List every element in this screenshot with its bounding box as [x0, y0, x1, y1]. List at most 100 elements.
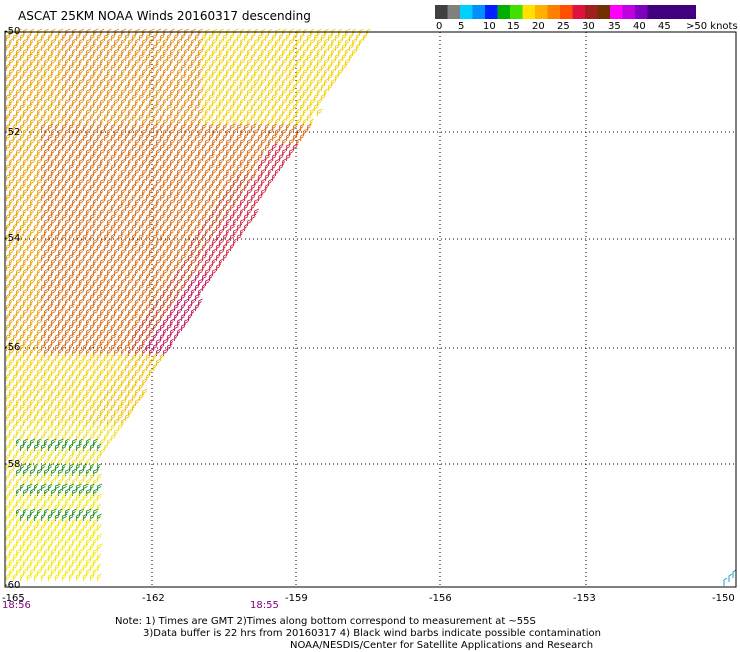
wind-barb-icon: [34, 33, 39, 41]
wind-barb-icon: [27, 243, 32, 251]
wind-barb-icon: [48, 473, 53, 481]
wind-barb-icon: [13, 103, 18, 111]
wind-barb-icon: [184, 128, 189, 136]
wind-barb-icon: [142, 368, 147, 376]
wind-barb-icon: [216, 193, 222, 201]
wind-barb-icon: [272, 63, 276, 71]
wind-barb-icon: [237, 223, 243, 231]
wind-barb-icon: [202, 63, 207, 71]
legend-swatch-0: [435, 5, 460, 19]
wind-barb-icon: [48, 303, 54, 311]
wind-barb-icon: [79, 298, 84, 306]
wind-barb-icon: [20, 163, 26, 171]
wind-barb-icon: [181, 113, 187, 121]
wind-barb-icon: [44, 368, 49, 376]
wind-barb-icon: [135, 218, 140, 226]
wind-barb-icon: [188, 163, 194, 171]
wind-barb-icon: [86, 258, 91, 266]
wind-barb-icon: [55, 103, 61, 111]
wind-barb-icon: [90, 573, 95, 581]
wind-barb-icon: [27, 503, 32, 511]
wind-barb-icon: [310, 78, 315, 86]
wind-barb-icon: [223, 163, 228, 171]
wind-barb-icon: [163, 308, 168, 316]
wind-barb-icon: [44, 518, 49, 526]
wind-barb-icon: [331, 48, 336, 56]
wind-barb-icon: [83, 323, 89, 331]
wind-barb-icon: [90, 363, 96, 371]
wind-barb-icon: [181, 33, 186, 41]
wind-barb-icon: [104, 403, 110, 411]
wind-barb-icon: [163, 88, 168, 96]
wind-barb-icon: [30, 488, 35, 496]
wind-barb-icon: [181, 263, 185, 271]
wind-barb-icon: [13, 183, 18, 191]
wind-barb-icon: [62, 483, 68, 491]
wind-barb-icon: [20, 53, 25, 61]
wind-barb-icon: [30, 558, 35, 566]
wind-barb-icon: [251, 123, 257, 131]
wind-barb-icon: [16, 488, 20, 496]
wind-barb-icon: [240, 148, 245, 156]
wind-barb-icon: [55, 573, 60, 581]
wind-barb-icon: [20, 233, 24, 241]
wind-barb-icon: [335, 33, 341, 41]
wind-barb-icon: [261, 178, 266, 186]
wind-barb-icon: [240, 88, 245, 96]
wind-barb-icon: [132, 53, 138, 61]
wind-barb-icon: [34, 153, 40, 161]
wind-barb-icon: [272, 43, 278, 51]
wind-barb-icon: [167, 83, 173, 91]
wind-barb-icon: [20, 193, 26, 201]
wind-barb-icon: [27, 513, 33, 521]
wind-barb-icon: [69, 313, 75, 321]
wind-barb-icon: [97, 103, 103, 111]
wind-barb-icon: [48, 573, 53, 581]
wind-barb-icon: [216, 103, 222, 111]
wind-barb-icon: [146, 333, 151, 341]
wind-barb-icon: [90, 493, 96, 501]
wind-barb-icon: [13, 463, 19, 471]
wind-barb-icon: [23, 498, 28, 506]
wind-barb-icon: [93, 438, 98, 446]
wind-barb-icon: [146, 113, 151, 121]
wind-barb-icon: [195, 83, 200, 91]
wind-barb-icon: [97, 213, 102, 221]
wind-barb-icon: [48, 383, 53, 391]
wind-barb-icon: [6, 193, 12, 201]
wind-barb-icon: [27, 173, 31, 181]
wind-barb-icon: [13, 193, 19, 201]
wind-barb-icon: [233, 88, 238, 96]
wind-barb-icon: [132, 63, 137, 71]
wind-barb-icon: [55, 413, 61, 421]
wind-barb-icon: [118, 123, 124, 131]
wind-barb-icon: [170, 228, 175, 236]
wind-barb-icon: [118, 403, 124, 411]
wind-barb-icon: [83, 543, 89, 551]
wind-barb-icon: [265, 63, 269, 71]
wind-barb-icon: [142, 258, 147, 266]
wind-barb-icon: [272, 103, 277, 111]
wind-barb-icon: [149, 108, 154, 116]
wind-barb-icon: [261, 108, 266, 116]
wind-barb-icon: [76, 83, 81, 91]
wind-barb-icon: [118, 153, 124, 161]
wind-barb-icon: [20, 443, 26, 451]
wind-barb-icon: [191, 78, 196, 86]
wind-barb-icon: [114, 78, 119, 86]
wind-barb-icon: [163, 228, 168, 236]
wind-barb-icon: [44, 238, 49, 246]
wind-barb-icon: [62, 293, 68, 301]
wind-barb-icon: [118, 33, 124, 41]
wind-barb-icon: [191, 238, 196, 246]
wind-barb-icon: [83, 523, 88, 531]
wind-barb-icon: [121, 358, 125, 366]
wind-barb-icon: [62, 53, 67, 61]
wind-barb-icon: [139, 143, 145, 151]
wind-barb-icon: [163, 68, 167, 76]
wind-barb-icon: [37, 388, 42, 396]
wind-barb-icon: [62, 373, 66, 381]
wind-barb-icon: [13, 43, 19, 51]
wind-barb-icon: [41, 523, 47, 531]
wind-barb-icon: [149, 328, 154, 336]
